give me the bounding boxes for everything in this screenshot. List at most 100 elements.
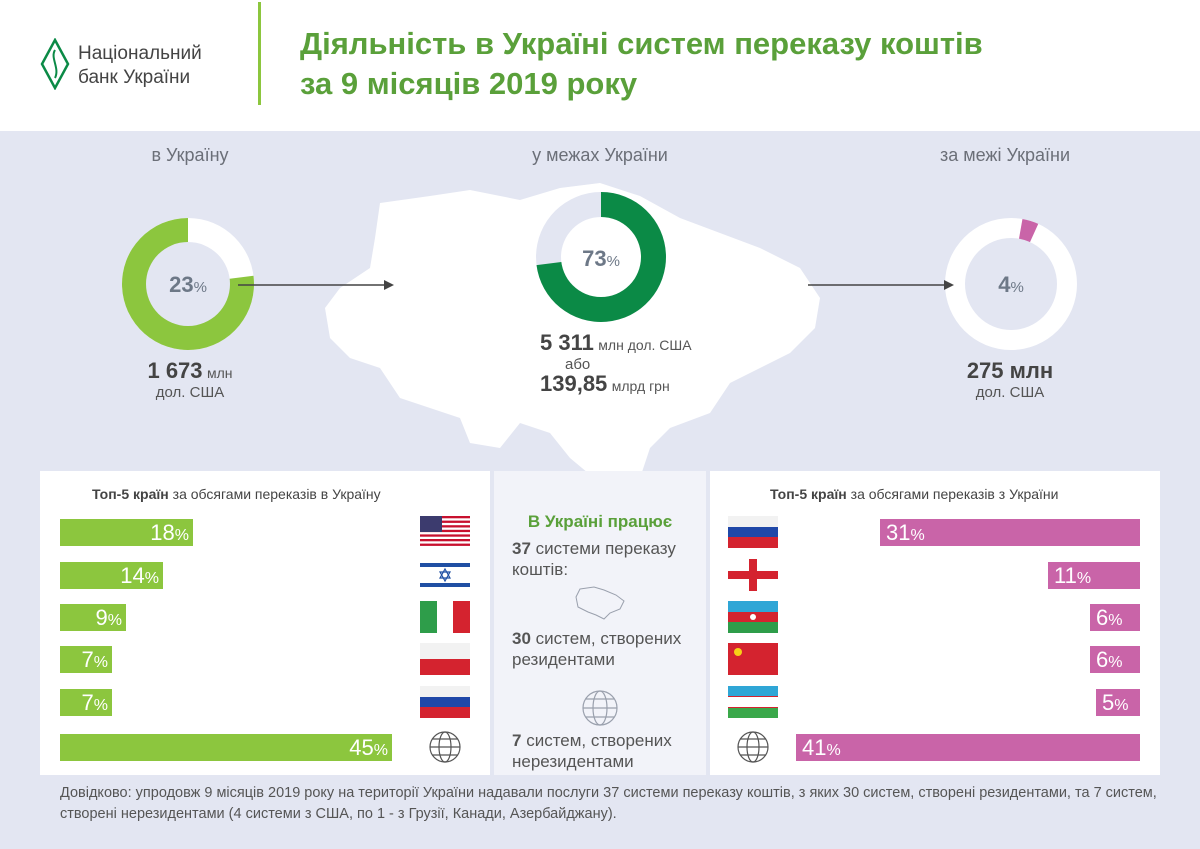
left-bar-percent-sign: % bbox=[107, 612, 122, 629]
left-bar-label: 45 bbox=[349, 735, 374, 760]
domestic-amount: 5 311 bbox=[540, 330, 594, 355]
ukraine-map bbox=[325, 183, 820, 483]
domestic-or: або bbox=[565, 356, 591, 373]
inbound-currency: дол. США bbox=[155, 384, 225, 401]
left-bar: 7% bbox=[60, 689, 112, 716]
logo-text: Національний банк України bbox=[78, 42, 248, 90]
right-bar-label: 5 bbox=[1102, 690, 1115, 715]
azerbaijan-flag bbox=[728, 601, 778, 633]
inbound-percent: 23% bbox=[152, 272, 224, 298]
russia-flag bbox=[420, 686, 470, 718]
systems-total-text2: коштів: bbox=[512, 560, 569, 579]
israel-flag bbox=[420, 559, 470, 591]
inbound-arrow-icon bbox=[238, 280, 394, 290]
right-bar-percent-sign: % bbox=[1108, 654, 1123, 671]
domestic-percent-value: 73 bbox=[582, 246, 607, 271]
russia-flag bbox=[728, 516, 778, 548]
right-bar-percent-sign: % bbox=[1076, 570, 1092, 587]
right-bar-percent-sign: % bbox=[1108, 612, 1123, 629]
right-bar-label: 11 bbox=[1054, 563, 1077, 588]
inbound-unit: млн bbox=[206, 365, 233, 381]
systems-nonresidents-text: систем, створених bbox=[521, 731, 672, 750]
china-flag bbox=[728, 643, 778, 675]
logo-line-2: банк України bbox=[78, 67, 191, 88]
domestic-amount-block: 5 311 млн дол. США або 139,85 млрд грн bbox=[540, 330, 780, 397]
left-bar-label: 14 bbox=[120, 563, 145, 588]
right-bar: 11% bbox=[1048, 562, 1140, 589]
left-bar: 14% bbox=[60, 562, 163, 589]
header: Національний банк України Діяльність в У… bbox=[0, 0, 1200, 131]
logo-line-1: Національний bbox=[78, 43, 202, 64]
systems-total-text: системи переказу bbox=[530, 539, 676, 558]
left-bar-label: 7 bbox=[81, 647, 94, 672]
poland-flag bbox=[420, 643, 470, 675]
domestic-donut bbox=[536, 192, 666, 322]
uzbekistan-flag bbox=[728, 686, 778, 718]
right-bar-percent-sign: % bbox=[826, 742, 841, 759]
nbu-logo-icon bbox=[40, 38, 70, 90]
right-bar: 5% bbox=[1096, 689, 1140, 716]
systems-nonresidents-text2: нерезидентами bbox=[512, 752, 634, 771]
left-panel-title: Топ-5 країн за обсягами переказів в Укра… bbox=[92, 486, 381, 502]
left-bar-label: 18 bbox=[150, 520, 175, 545]
domestic-label: у межах України bbox=[532, 145, 668, 165]
left-panel-title-bold: Топ-5 країн bbox=[92, 486, 169, 502]
domestic-unit-uah: млрд грн bbox=[611, 378, 670, 394]
right-bar: 41% bbox=[796, 734, 1140, 761]
right-bar: 31% bbox=[880, 519, 1140, 546]
left-bar: 45% bbox=[60, 734, 392, 761]
inbound-donut bbox=[122, 218, 254, 350]
right-bar-label: 31 bbox=[886, 520, 911, 545]
left-panel-title-rest: за обсягами переказів в Україну bbox=[168, 486, 381, 502]
right-bar-label: 6 bbox=[1096, 647, 1109, 672]
right-panel-title-bold: Топ-5 країн bbox=[770, 486, 847, 502]
outbound-amount: 275 млн bbox=[966, 358, 1054, 383]
footnote: Довідково: упродовж 9 місяців 2019 року … bbox=[60, 785, 1157, 822]
domestic-percent: 73% bbox=[565, 246, 637, 272]
right-bar: 6% bbox=[1090, 646, 1140, 673]
title-line-2: за 9 місяців 2019 року bbox=[300, 66, 638, 101]
outbound-percent: 4% bbox=[975, 272, 1047, 298]
right-bar-percent-sign: % bbox=[910, 527, 925, 544]
outbound-arrow-icon bbox=[808, 280, 954, 290]
domestic-percent-sign: % bbox=[606, 253, 620, 270]
outbound-label: за межі України bbox=[939, 145, 1070, 165]
right-bar: 6% bbox=[1090, 604, 1140, 631]
right-bar-percent-sign: % bbox=[1114, 697, 1129, 714]
domestic-amount-uah: 139,85 bbox=[540, 371, 608, 396]
outbound-percent-sign: % bbox=[1010, 279, 1024, 296]
left-bar-percent-sign: % bbox=[144, 570, 159, 587]
systems-residents-num: 30 bbox=[512, 629, 531, 648]
left-bar-percent-sign: % bbox=[373, 742, 388, 759]
right-bar-label: 41 bbox=[802, 735, 827, 760]
globe-icon bbox=[728, 731, 778, 763]
page-title: Діяльність в Україні систем переказу кош… bbox=[300, 24, 1160, 104]
left-bar-percent-sign: % bbox=[93, 697, 108, 714]
center-panel-title: В Україні працює bbox=[527, 512, 673, 531]
right-panel-title-rest: за обсягами переказів з України bbox=[846, 486, 1059, 502]
left-bar-percent-sign: % bbox=[93, 654, 108, 671]
outbound-donut bbox=[945, 218, 1077, 350]
usa-flag bbox=[420, 516, 470, 548]
systems-residents-text2: резидентами bbox=[512, 650, 615, 669]
globe-small-icon bbox=[582, 690, 618, 726]
georgia-flag bbox=[728, 559, 778, 591]
systems-total: 37 системи переказу коштів: bbox=[512, 538, 702, 580]
right-panel-title: Топ-5 країн за обсягами переказів з Укра… bbox=[770, 486, 1058, 502]
outbound-percent-value: 4 bbox=[998, 272, 1011, 297]
systems-residents-text: систем, створених bbox=[530, 629, 682, 648]
ukraine-map-small-icon bbox=[575, 586, 625, 620]
inbound-percent-sign: % bbox=[193, 279, 207, 296]
left-bar-percent-sign: % bbox=[174, 527, 189, 544]
left-bar-label: 7 bbox=[81, 690, 94, 715]
title-line-1: Діяльність в Україні систем переказу кош… bbox=[300, 26, 983, 61]
domestic-unit: млн дол. США bbox=[598, 337, 692, 353]
inbound-amount: 1 673 bbox=[147, 358, 203, 383]
outbound-currency: дол. США bbox=[975, 384, 1045, 401]
systems-total-num: 37 bbox=[512, 539, 531, 558]
inbound-percent-value: 23 bbox=[169, 272, 194, 297]
inbound-amount-block: 1 673 млн дол. США bbox=[110, 358, 270, 401]
italy-flag bbox=[420, 601, 470, 633]
left-bar: 7% bbox=[60, 646, 112, 673]
outbound-amount-block: 275 млн дол. США bbox=[930, 358, 1090, 401]
